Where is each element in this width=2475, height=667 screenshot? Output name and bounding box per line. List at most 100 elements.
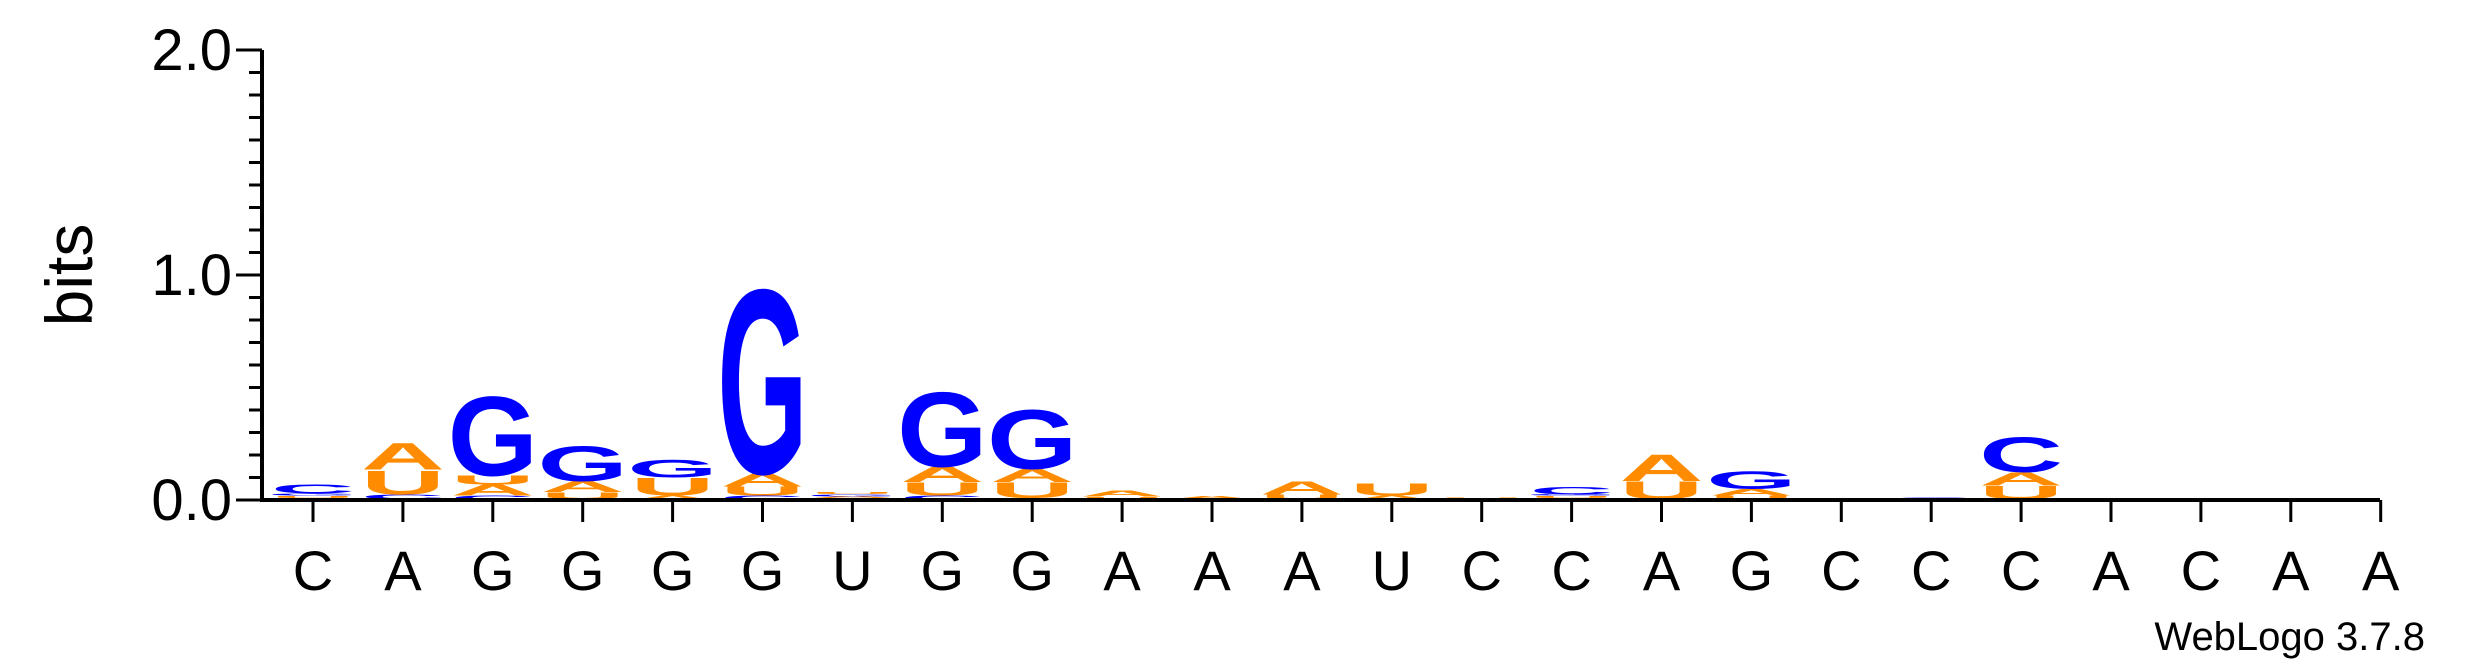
logo-letter-c: C xyxy=(1979,426,2063,482)
svg-text:A: A xyxy=(361,436,445,478)
logo-letter-a: A xyxy=(1170,495,1254,500)
x-tick-label: G xyxy=(651,539,695,602)
svg-text:G: G xyxy=(717,235,807,530)
logo-letter-a: A xyxy=(1709,487,1793,498)
logo-letter-u: U xyxy=(721,484,805,498)
x-tick-label: C xyxy=(1551,539,1591,602)
svg-text:C: C xyxy=(361,493,445,500)
svg-text:G: G xyxy=(268,493,358,496)
y-ticks: 0.0 1.0 2.0 xyxy=(151,18,262,533)
svg-text:U: U xyxy=(1530,495,1614,498)
x-tick-label: U xyxy=(832,539,872,602)
logo-letter-g: G xyxy=(538,435,628,491)
logo-letter-a: A xyxy=(451,481,535,499)
logo-letter-c: C xyxy=(451,494,535,501)
x-tick-label: C xyxy=(2181,539,2221,602)
x-tick-label: G xyxy=(1010,539,1054,602)
logo-letter-u: U xyxy=(271,495,355,498)
svg-text:U: U xyxy=(1979,482,2063,503)
svg-text:C: C xyxy=(451,494,535,501)
svg-text:C: C xyxy=(271,482,355,496)
svg-text:G: G xyxy=(987,392,1077,487)
x-tick-label: G xyxy=(921,539,965,602)
logo-letter-a: A xyxy=(1979,468,2063,489)
y-tick-label: 2.0 xyxy=(151,18,232,83)
svg-text:G: G xyxy=(448,374,538,500)
svg-text:A: A xyxy=(541,478,625,496)
svg-text:U: U xyxy=(810,491,894,494)
x-tick-label: G xyxy=(1730,539,1774,602)
svg-text:A: A xyxy=(1080,490,1164,499)
weblogo-footer: WebLogo 3.7.8 xyxy=(2154,615,2425,659)
x-tick-label: A xyxy=(1643,539,1681,602)
logo-letter-u: U xyxy=(1979,482,2063,503)
logo-letter-a: A xyxy=(1260,477,1344,498)
logo-letter-a: A xyxy=(1620,447,1704,489)
svg-text:G: G xyxy=(897,370,987,490)
logo-letter-g: G xyxy=(717,235,807,530)
logo-letter-u: U xyxy=(631,473,715,501)
svg-text:U: U xyxy=(1080,496,1164,499)
y-tick-label: 0.0 xyxy=(151,468,232,533)
svg-text:U: U xyxy=(361,463,445,502)
x-tick-label: A xyxy=(2272,539,2310,602)
y-tick-label: 1.0 xyxy=(151,243,232,308)
logo-letter-u: U xyxy=(900,479,984,500)
x-tick-label: A xyxy=(384,539,422,602)
svg-text:U: U xyxy=(451,473,535,487)
svg-text:A: A xyxy=(451,481,535,499)
logo-letter-c: C xyxy=(721,494,805,501)
svg-text:C: C xyxy=(1530,485,1614,497)
logo-letter-u: U xyxy=(1080,496,1164,499)
logo-letter-c: C xyxy=(900,494,984,501)
letter-stacks: AUGCGCUACAUGCUAGAUGCUAGCAGUCUAGCUAGGUAUA… xyxy=(268,235,2063,530)
logo-letter-g: G xyxy=(448,374,538,500)
logo-letter-c: C xyxy=(271,482,355,496)
svg-text:G: G xyxy=(1706,466,1796,494)
svg-text:A: A xyxy=(810,496,894,499)
svg-text:C: C xyxy=(1979,426,2063,482)
logo-letter-c: C xyxy=(361,493,445,500)
x-tick-label: U xyxy=(1372,539,1412,602)
logo-letter-u: U xyxy=(451,473,535,487)
logo-letter-a: A xyxy=(361,436,445,478)
logo-letter-g: G xyxy=(1706,466,1796,494)
logo-letter-u: U xyxy=(541,490,625,501)
logo-letter-a: A xyxy=(1350,494,1434,501)
logo-letter-a: A xyxy=(990,465,1074,486)
logo-letter-u: U xyxy=(1350,480,1434,499)
svg-text:A: A xyxy=(1979,468,2063,489)
logo-letter-a: A xyxy=(541,478,625,496)
svg-text:A: A xyxy=(1260,477,1344,498)
logo-letter-u: U xyxy=(361,463,445,502)
x-tick-label: A xyxy=(1283,539,1321,602)
x-tick-label: C xyxy=(1911,539,1951,602)
svg-text:U: U xyxy=(1260,493,1344,500)
logo-letter-a: A xyxy=(721,470,805,491)
svg-text:U: U xyxy=(541,490,625,501)
x-tick-label: A xyxy=(1193,539,1231,602)
svg-text:A: A xyxy=(1350,494,1434,501)
svg-text:U: U xyxy=(271,495,355,498)
y-axis-label: bits xyxy=(32,224,106,327)
x-tick-label: A xyxy=(2092,539,2130,602)
logo-letter-u: U xyxy=(1709,494,1793,501)
svg-text:G: G xyxy=(1526,494,1616,496)
svg-text:A: A xyxy=(631,494,715,501)
logo-letter-g: G xyxy=(897,370,987,490)
logo-letter-g: G xyxy=(627,455,717,483)
svg-text:U: U xyxy=(721,484,805,498)
svg-text:A: A xyxy=(1709,487,1793,498)
svg-text:A: A xyxy=(990,465,1074,486)
logo-letter-c: C xyxy=(1530,485,1614,497)
svg-text:G: G xyxy=(807,494,897,497)
svg-text:G: G xyxy=(538,435,628,491)
logo-letter-a: A xyxy=(631,494,715,501)
logo-letter-g: G xyxy=(1526,494,1616,496)
svg-text:U: U xyxy=(1709,494,1793,501)
logo-letter-u: U xyxy=(810,491,894,494)
logo-letter-u: U xyxy=(1530,495,1614,498)
x-tick-label: A xyxy=(2362,539,2400,602)
